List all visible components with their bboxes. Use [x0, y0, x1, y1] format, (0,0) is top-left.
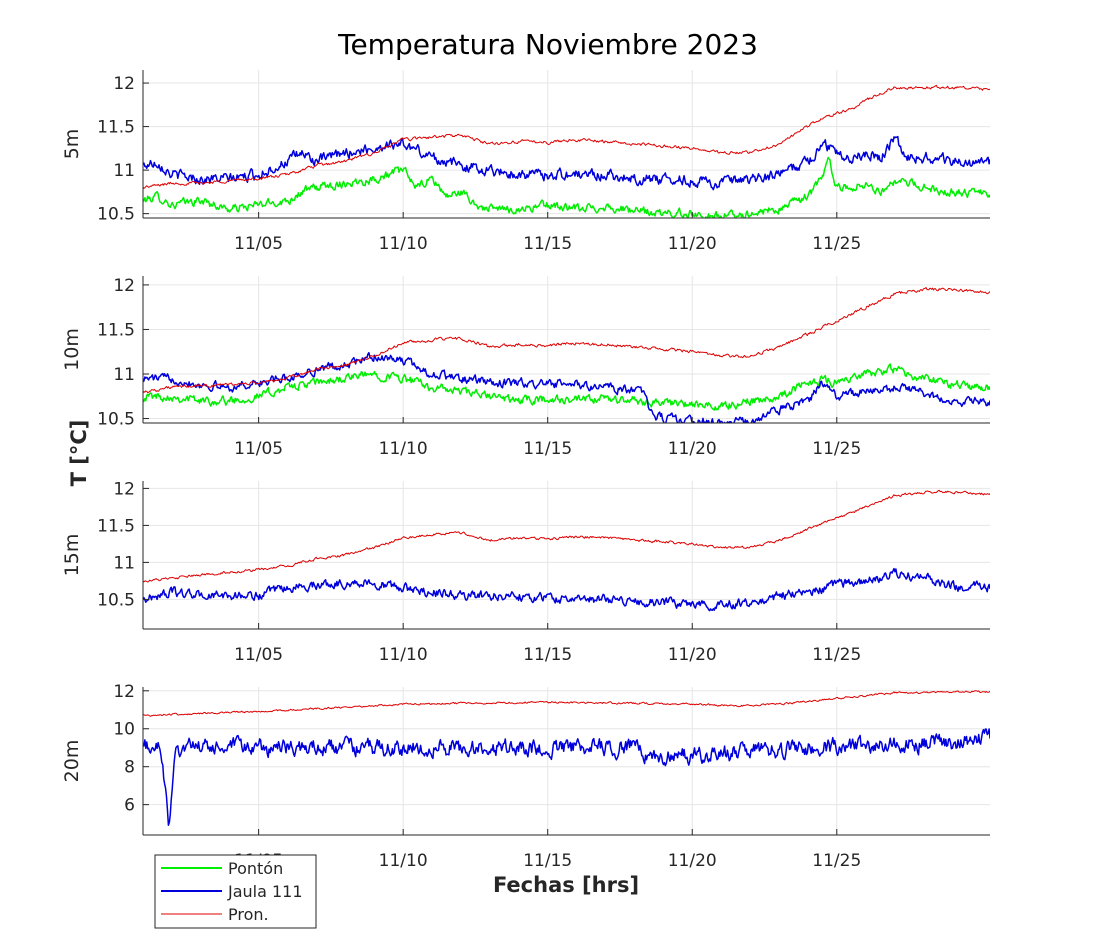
x-tick-label: 11/25 — [812, 234, 861, 254]
legend: Pontón Jaula 111 Pron. — [154, 854, 317, 929]
x-tick-label: 11/10 — [379, 439, 428, 459]
series-line-pron- — [143, 287, 990, 394]
y-tick-label: 10 — [113, 720, 135, 740]
y-tick-label: 8 — [124, 758, 135, 778]
x-tick-label: 11/05 — [234, 439, 283, 459]
x-tick-label: 11/15 — [523, 645, 572, 665]
common-y-axis-label: T [°C] — [67, 420, 91, 487]
y-tick-label: 10.5 — [97, 410, 135, 430]
x-tick-label: 11/25 — [812, 645, 861, 665]
panel-5m: 10.5 11 11.5 12 11/05 11/10 11/15 11/20 11/25 5m — [61, 70, 990, 254]
x-tick-label: 11/05 — [234, 234, 283, 254]
y-tick-label: 10.5 — [97, 590, 135, 610]
panel-depth-label: 5m — [61, 129, 83, 160]
y-tick-label: 12 — [113, 74, 135, 94]
x-tick-label: 11/15 — [523, 439, 572, 459]
x-tick-label: 11/15 — [523, 851, 572, 871]
y-tick-label: 6 — [124, 796, 135, 816]
y-tick-label: 12 — [113, 682, 135, 702]
chart-title: Temperatura Noviembre 2023 — [337, 28, 758, 61]
panel-series-group — [143, 489, 990, 612]
legend-entry-label: Pron. — [228, 905, 269, 924]
x-tick-label: 11/10 — [379, 851, 428, 871]
y-tick-label: 12 — [113, 479, 135, 499]
panel-series-group — [143, 287, 990, 423]
panel-10m: 10.5 11 11.5 12 11/05 11/10 11/15 11/20 11/25 10m — [61, 276, 990, 459]
x-tick-label: 11/25 — [812, 851, 861, 871]
series-line-jaula-111 — [143, 728, 990, 826]
y-tick-label: 11 — [113, 553, 135, 573]
series-line-pont-n — [143, 363, 990, 411]
y-tick-label: 11.5 — [97, 516, 135, 536]
x-tick-label: 11/20 — [668, 234, 717, 254]
legend-entry-label: Pontón — [228, 859, 283, 878]
panel-series-group — [143, 84, 990, 218]
panel-depth-label: 15m — [61, 534, 83, 577]
y-tick-label: 11 — [113, 161, 135, 181]
x-tick-label: 11/05 — [234, 645, 283, 665]
panel-depth-label: 10m — [61, 328, 83, 371]
x-tick-label: 11/25 — [812, 439, 861, 459]
y-tick-label: 12 — [113, 276, 135, 296]
x-tick-label: 11/20 — [668, 851, 717, 871]
series-line-pron- — [143, 690, 990, 717]
y-tick-label: 11 — [113, 365, 135, 385]
series-line-jaula-111 — [143, 567, 990, 612]
series-line-jaula-111 — [143, 351, 990, 423]
y-tick-label: 11.5 — [97, 320, 135, 340]
panel-15m: 10.5 11 11.5 12 11/05 11/10 11/15 11/20 11/25 15m — [61, 479, 990, 665]
y-tick-label: 11.5 — [97, 118, 135, 138]
legend-entry-label: Jaula 111 — [227, 882, 303, 901]
x-tick-label: 11/15 — [523, 234, 572, 254]
panel-series-group — [143, 690, 990, 826]
series-line-jaula-111 — [143, 135, 990, 191]
x-axis-label: Fechas [hrs] — [493, 873, 639, 897]
panel-depth-label: 20m — [61, 740, 83, 783]
x-tick-label: 11/20 — [668, 439, 717, 459]
y-tick-label: 10.5 — [97, 205, 135, 225]
series-line-pont-n — [143, 156, 990, 218]
x-tick-label: 11/10 — [379, 234, 428, 254]
series-line-pron- — [143, 84, 990, 189]
series-line-pron- — [143, 489, 990, 583]
x-tick-label: 11/10 — [379, 645, 428, 665]
x-tick-label: 11/20 — [668, 645, 717, 665]
